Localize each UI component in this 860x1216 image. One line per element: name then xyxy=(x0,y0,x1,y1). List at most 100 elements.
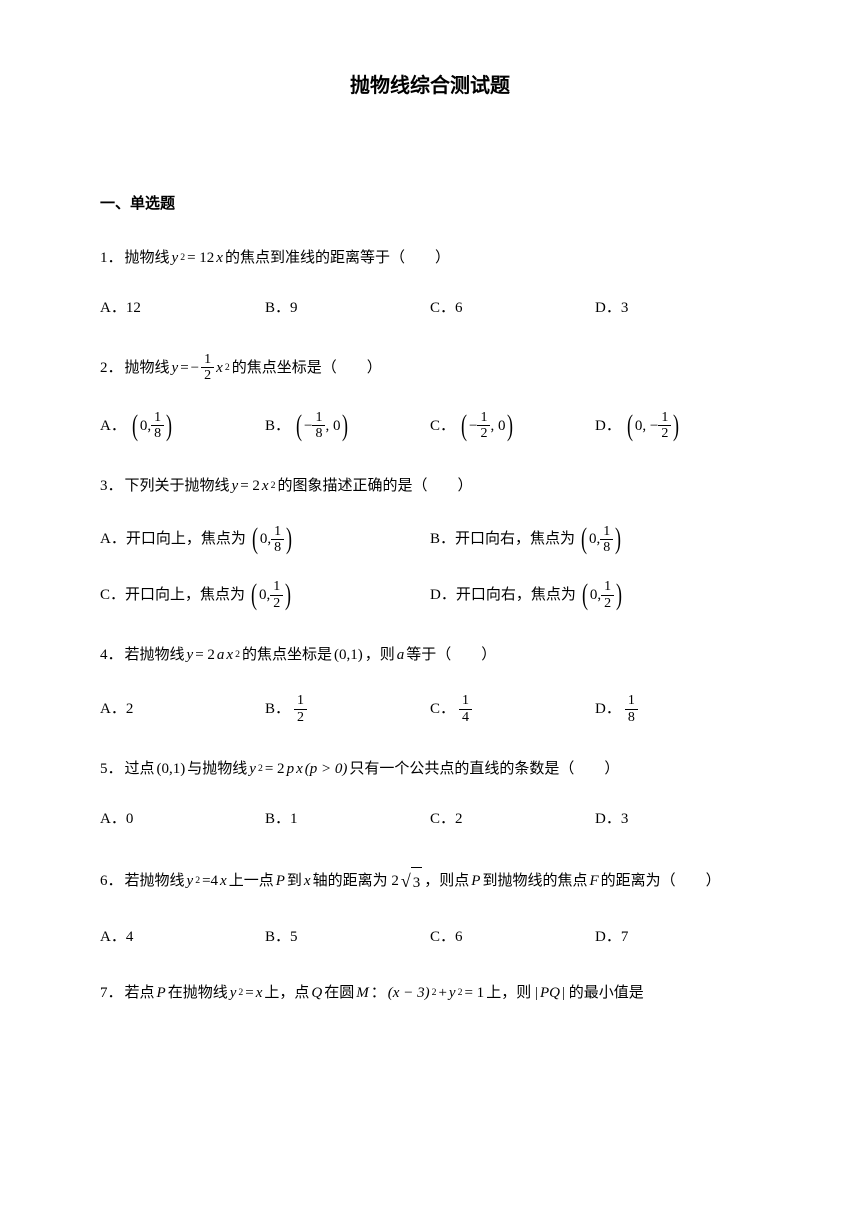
q7-PQ: PQ xyxy=(540,981,560,1005)
q1-opt-c: C．6 xyxy=(430,296,595,320)
q7-circ-y: y xyxy=(449,981,456,1005)
q3-stem: 3． 下列关于抛物线 y = 2x2 的图象描述正确的是（ ） xyxy=(100,474,760,498)
q5-options: A．0 B．1 C．2 D．3 xyxy=(100,807,760,831)
q2-b-neg: − xyxy=(304,414,312,438)
q3-c-a: 0, xyxy=(259,583,270,607)
q7-circ-sup2: 2 xyxy=(458,985,463,1001)
q4-d-d: 8 xyxy=(625,709,638,725)
q6-opt-c: C．6 xyxy=(430,925,595,949)
q1-opt-d: D．3 xyxy=(595,296,760,320)
q5-p: p xyxy=(287,757,295,781)
q3-prefix: 下列关于抛物线 xyxy=(125,474,230,498)
q7-circ-eq: = 1 xyxy=(464,981,484,1005)
q3-b-a: 0, xyxy=(589,527,600,551)
q2-d-d: 2 xyxy=(658,425,671,441)
page-title: 抛物线综合测试题 xyxy=(100,70,760,102)
q1-opt-d-text: D．3 xyxy=(595,296,628,320)
q4-coord: (0,1) xyxy=(334,643,363,667)
q6-mid3: 轴的距离为 2 xyxy=(313,866,399,896)
q2-c-n: 1 xyxy=(477,410,490,425)
q7-circ-sup: 2 xyxy=(432,985,437,1001)
q6-num: 6． xyxy=(100,866,123,896)
q3-d-label: D．开口向右，焦点为 xyxy=(430,583,576,607)
q2-a-n: 1 xyxy=(151,410,164,425)
q6-opt-d: D．7 xyxy=(595,925,760,949)
q2-suffix: 的焦点坐标是（ ） xyxy=(232,356,382,380)
section-header: 一、单选题 xyxy=(100,192,760,216)
q3-options: A．开口向上，焦点为 (0,18) B．开口向右，焦点为 (0,18) C．开口… xyxy=(100,524,760,612)
q7-circ-mid: + xyxy=(438,981,446,1005)
q2-c-b: , 0 xyxy=(490,414,505,438)
q4-opt-b: B． 12 xyxy=(265,693,430,725)
q1-sup: 2 xyxy=(180,250,185,266)
q2-neg: − xyxy=(191,356,199,380)
q2-sup: 2 xyxy=(225,360,230,376)
q7-mid4: ： xyxy=(371,981,386,1005)
q7-x: x xyxy=(256,981,263,1005)
q3-c-n: 1 xyxy=(270,579,283,594)
q2-b-d: 8 xyxy=(312,425,325,441)
q1-opt-a: A．12 xyxy=(100,296,265,320)
q1-prefix: 抛物线 xyxy=(125,246,170,270)
q2-c-d: 2 xyxy=(477,425,490,441)
q5-b-text: B．1 xyxy=(265,807,298,831)
q6-sup: 2 xyxy=(195,871,200,891)
q1-y: y xyxy=(172,246,179,270)
q6-a-text: A．4 xyxy=(100,925,133,949)
q3-b-n: 1 xyxy=(600,524,613,539)
q4-y: y xyxy=(187,643,194,667)
q4-a-label: A．2 xyxy=(100,697,133,721)
q6-suffix: 的距离为（ ） xyxy=(601,866,721,896)
q5-y: y xyxy=(249,757,256,781)
q6-F: F xyxy=(589,866,598,896)
q3-opt-d: D．开口向右，焦点为 (0,12) xyxy=(430,579,760,611)
q4-b-d: 2 xyxy=(294,709,307,725)
q6-mid5: 到抛物线的焦点 xyxy=(482,866,587,896)
q5-cond: (p > 0) xyxy=(305,757,348,781)
q4-options: A．2 B．12 C．14 D．18 xyxy=(100,693,760,725)
q7-suffix: | 的最小值是 xyxy=(562,981,644,1005)
q7-mid5: 上，则 | xyxy=(486,981,538,1005)
q7-prefix: 若点 xyxy=(125,981,155,1005)
q7-mid3: 在圆 xyxy=(324,981,354,1005)
q1-suffix: 的焦点到准线的距离等于（ ） xyxy=(225,246,450,270)
q6-P2: P xyxy=(471,866,480,896)
q5-opt-c: C．2 xyxy=(430,807,595,831)
q2-opt-b: B． (−18, 0) xyxy=(265,410,430,442)
q2-d-paren: (0, −12) xyxy=(625,410,681,442)
q3-x: x xyxy=(262,474,269,498)
q2-a-d: 8 xyxy=(151,425,164,441)
q6-mid: 上一点 xyxy=(229,866,274,896)
q3-c-paren: (0,12) xyxy=(249,579,293,611)
q2-frac: 12 xyxy=(201,352,214,384)
q3-d-a: 0, xyxy=(590,583,601,607)
q2-d-label: D． xyxy=(595,414,621,438)
q6-y: y xyxy=(187,866,194,896)
q3-a-a: 0, xyxy=(260,527,271,551)
q3-a-paren: (0,18) xyxy=(250,524,294,556)
q3-d-d: 2 xyxy=(601,595,614,611)
q6-sqrt-arg: 3 xyxy=(411,867,423,898)
q7-y: y xyxy=(230,981,237,1005)
q6-c-text: C．6 xyxy=(430,925,463,949)
q4-a2: a xyxy=(397,643,405,667)
question-5: 5． 过点 (0,1) 与抛物线 y2 = 2px(p > 0) 只有一个公共点… xyxy=(100,757,760,831)
q5-x: x xyxy=(296,757,303,781)
q4-b-label: B． xyxy=(265,697,290,721)
q2-b-n: 1 xyxy=(312,410,325,425)
question-3: 3． 下列关于抛物线 y = 2x2 的图象描述正确的是（ ） A．开口向上，焦… xyxy=(100,474,760,612)
q4-stem: 4． 若抛物线 y = 2ax2 的焦点坐标是 (0,1) ，则 a 等于（ ） xyxy=(100,643,760,667)
q6-mid4: ，则点 xyxy=(424,866,469,896)
q4-sup: 2 xyxy=(235,647,240,663)
q1-options: A．12 B．9 C．6 D．3 xyxy=(100,296,760,320)
q5-suffix: 只有一个公共点的直线的条数是（ ） xyxy=(349,757,619,781)
q4-c-n: 1 xyxy=(459,693,472,708)
q7-P: P xyxy=(157,981,166,1005)
q6-options: A．4 B．5 C．6 D．7 xyxy=(100,925,760,949)
q2-b-label: B． xyxy=(265,414,290,438)
q2-b-paren: (−18, 0) xyxy=(294,410,350,442)
q6-x: x xyxy=(220,866,227,896)
q3-sup: 2 xyxy=(271,478,276,494)
question-1: 1． 抛物线 y2 = 12x 的焦点到准线的距离等于（ ） A．12 B．9 … xyxy=(100,246,760,320)
q4-b-n: 1 xyxy=(294,693,307,708)
